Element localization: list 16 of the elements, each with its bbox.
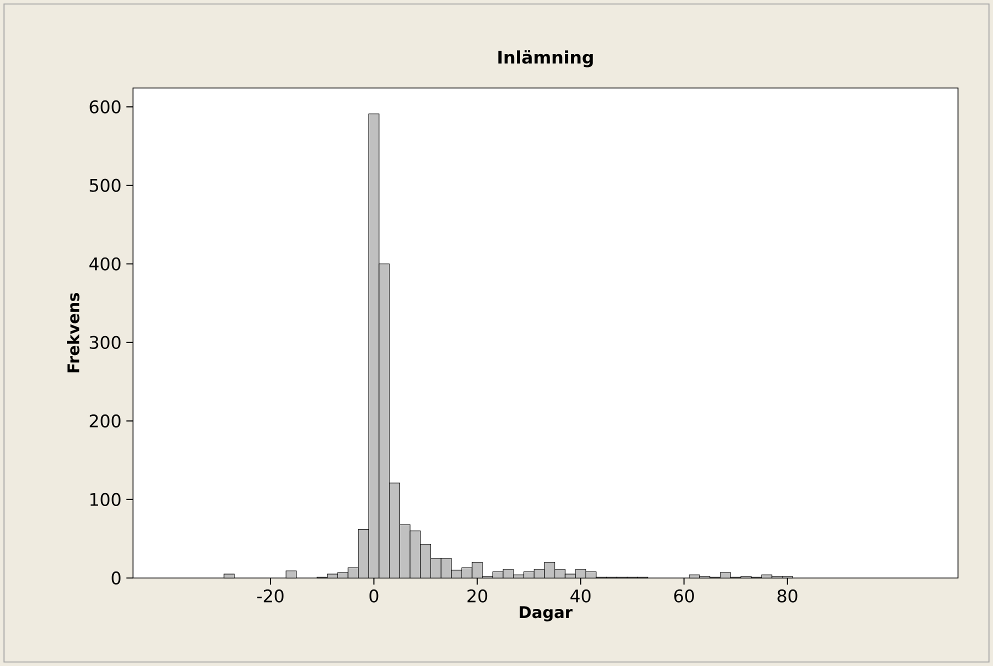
y-axis-title: Frekvens [67, 293, 80, 372]
y-tick-label: 500 [90, 178, 120, 192]
x-tick-label: 60 [674, 589, 694, 602]
x-tick-label: 80 [778, 589, 798, 602]
x-axis-title: Dagar [520, 606, 573, 622]
y-tick-label: 200 [90, 414, 120, 428]
x-tick-label: 20 [468, 589, 488, 602]
y-tick-label: 300 [90, 336, 120, 349]
y-tick-label: 400 [89, 257, 120, 270]
x-tick-label: 40 [570, 589, 591, 602]
y-tick-label: 100 [90, 492, 120, 506]
y-tick-label: 0 [112, 571, 120, 585]
chart-title: Inlämning [498, 50, 593, 68]
x-tick-label: -20 [257, 589, 284, 602]
y-tick-label: 600 [90, 100, 120, 114]
x-tick-label: 0 [370, 589, 378, 602]
